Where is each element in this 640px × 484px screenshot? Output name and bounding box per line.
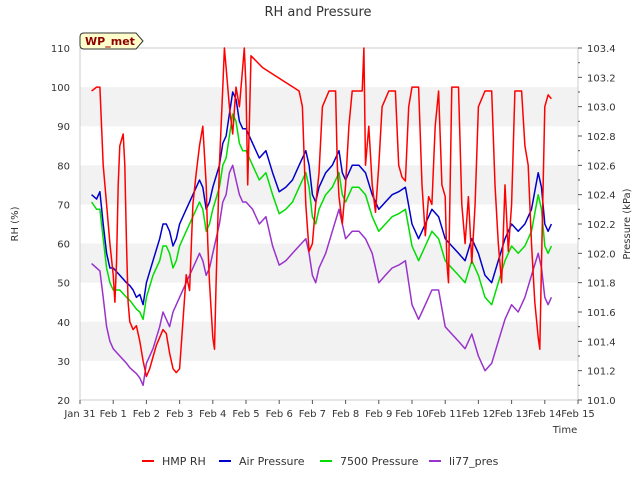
y-tick-label: 110 [51,44,70,55]
series-line-7500-pressure [90,113,553,321]
y-axis-label: RH (%) [10,206,21,241]
x-tick-label: Feb 14 [528,409,562,420]
x-tick-label: Feb 8 [332,409,359,420]
y2-tick-label: 101.8 [587,279,616,290]
y-tick-label: 60 [57,240,70,251]
x-tick-label: Feb 3 [166,409,193,420]
x-tick-label: Feb 11 [428,409,462,420]
y-tick-label: 50 [57,279,70,290]
y2-tick-label: 101.2 [587,367,616,378]
x-tick-label: Jan 31 [63,409,95,420]
y2-tick-label: 101.0 [587,396,616,407]
grid-band [80,243,578,283]
x-tick-label: Feb 6 [266,409,293,420]
y2-tick-label: 102.0 [587,249,616,260]
y-tick-label: 90 [57,122,70,133]
x-tick-label: Feb 2 [133,409,160,420]
grid-band [80,165,578,205]
series-line-li77-pres [91,164,553,387]
y2-tick-label: 102.8 [587,132,616,143]
badge-label: WP_met [85,35,135,48]
x-tick-label: Feb 10 [395,409,429,420]
x-tick-label: Feb 4 [199,409,226,420]
x-tick-label: Feb 13 [495,409,529,420]
badge-shape [79,32,144,50]
x-axis-ticks: Jan 31 Feb 1 Feb 2 Feb 3 Feb 4 Feb 5 Feb 6 Feb … [63,400,595,420]
legend: HMP RH Air Pressure 7500 Pressure li77_pres [142,455,499,468]
y2-axis-ticks: 101.0 101.2 101.4 101.6 101.8 102.0 102.2 102.4… [578,44,616,407]
y2-tick-label: 103.4 [587,44,616,55]
legend-label: li77_pres [449,455,499,468]
y-tick-label: 20 [57,396,70,407]
y-tick-label: 80 [57,161,70,172]
y2-tick-label: 103.2 [587,73,616,84]
y2-tick-label: 103.0 [587,103,616,114]
x-tick-label: Feb 7 [299,409,326,420]
y2-tick-label: 102.4 [587,191,616,202]
x-axis-label: Time [552,425,577,436]
legend-label: 7500 Pressure [340,455,419,468]
y2-tick-label: 101.6 [587,308,616,319]
x-tick-label: Feb 15 [561,409,595,420]
y2-tick-label: 101.4 [587,337,616,348]
x-tick-label: Feb 1 [100,409,127,420]
x-tick-label: Feb 5 [232,409,259,420]
y-axis-ticks: 20 30 40 50 60 70 80 90 100 110 [51,44,70,407]
grid-band [80,87,578,127]
y2-axis-label: Pressure (kPa) [622,188,633,259]
y2-tick-label: 102.6 [587,161,616,172]
legend-label: HMP RH [162,455,206,468]
y-tick-label: 40 [57,318,70,329]
x-tick-label: Feb 12 [462,409,496,420]
site-badge: WP_met [79,32,144,50]
series-line-hmp-rh [91,47,552,378]
series-line-air-pressure [91,91,553,306]
series-layer [90,47,553,387]
y-tick-label: 100 [51,83,70,94]
chart-title: RH and Pressure [264,5,371,20]
y2-tick-label: 102.2 [587,220,616,231]
legend-label: Air Pressure [239,455,305,468]
x-tick-label: Feb 9 [365,409,392,420]
y-tick-label: 70 [57,200,70,211]
y-tick-label: 30 [57,357,70,368]
